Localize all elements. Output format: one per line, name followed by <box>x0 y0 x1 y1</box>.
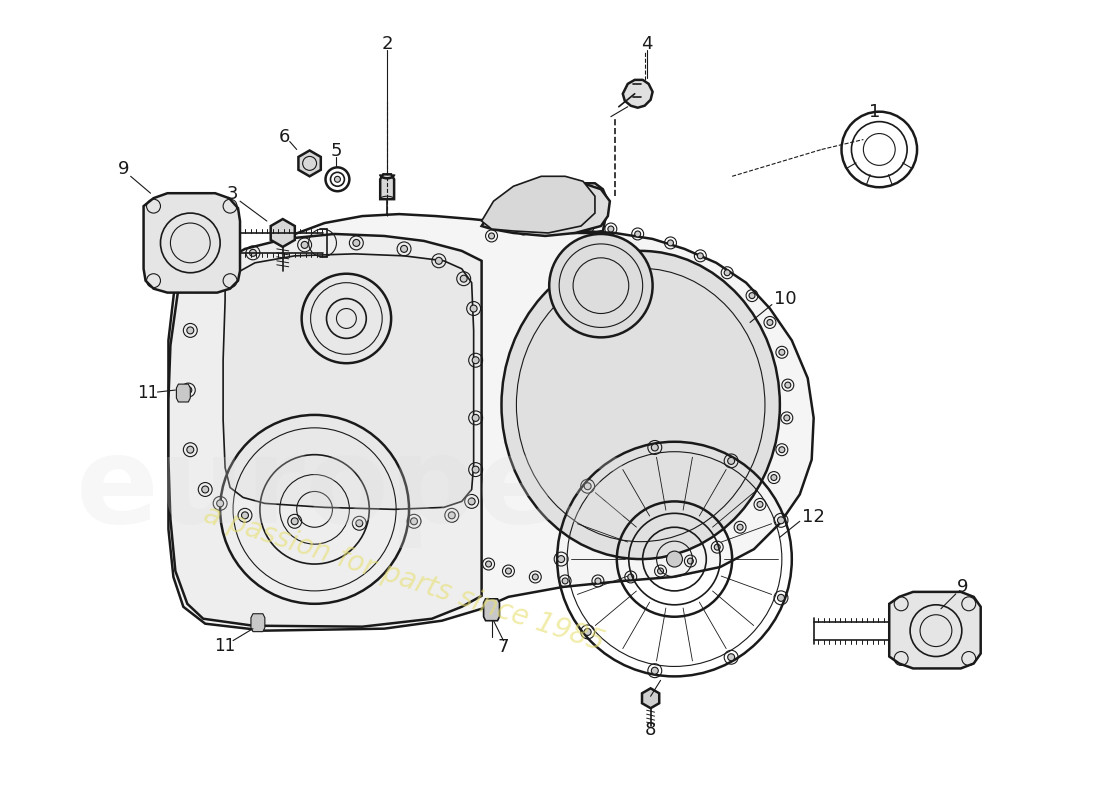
Circle shape <box>784 382 791 388</box>
Circle shape <box>217 262 223 270</box>
Polygon shape <box>482 176 595 233</box>
Circle shape <box>556 224 561 230</box>
Text: 2: 2 <box>382 35 393 53</box>
Polygon shape <box>381 174 394 199</box>
Circle shape <box>187 446 194 453</box>
Circle shape <box>668 240 673 246</box>
Circle shape <box>469 498 475 505</box>
Circle shape <box>488 233 495 239</box>
Polygon shape <box>298 150 321 176</box>
Circle shape <box>757 502 763 507</box>
Circle shape <box>472 466 480 473</box>
Circle shape <box>472 357 480 364</box>
Circle shape <box>584 629 591 635</box>
Circle shape <box>292 518 298 525</box>
Circle shape <box>532 574 538 580</box>
Circle shape <box>667 551 682 567</box>
Circle shape <box>728 458 735 464</box>
Circle shape <box>460 275 467 282</box>
Polygon shape <box>623 80 652 108</box>
Polygon shape <box>482 183 609 236</box>
Polygon shape <box>271 219 295 247</box>
Text: 1: 1 <box>869 102 880 121</box>
Text: 11: 11 <box>214 637 235 654</box>
Text: 5: 5 <box>331 142 342 161</box>
Circle shape <box>301 242 308 248</box>
Circle shape <box>410 518 418 525</box>
Circle shape <box>651 667 658 674</box>
Circle shape <box>194 282 200 289</box>
Text: europes: europes <box>76 431 632 548</box>
Circle shape <box>449 512 455 519</box>
Polygon shape <box>642 688 659 708</box>
Text: 8: 8 <box>645 721 657 739</box>
Text: 9: 9 <box>957 578 968 596</box>
Circle shape <box>628 574 634 580</box>
Circle shape <box>250 250 256 256</box>
Polygon shape <box>168 234 482 626</box>
Circle shape <box>217 500 223 507</box>
Circle shape <box>353 239 360 246</box>
Circle shape <box>185 386 191 394</box>
Circle shape <box>334 176 340 182</box>
Polygon shape <box>176 384 190 402</box>
Polygon shape <box>889 592 981 669</box>
Text: 12: 12 <box>802 508 825 526</box>
Circle shape <box>658 568 663 574</box>
Circle shape <box>737 524 744 530</box>
Circle shape <box>728 654 735 661</box>
Circle shape <box>549 234 652 338</box>
Text: 4: 4 <box>641 35 652 53</box>
Circle shape <box>558 555 564 562</box>
Circle shape <box>187 327 194 334</box>
Circle shape <box>779 446 784 453</box>
Polygon shape <box>144 194 240 293</box>
Circle shape <box>506 568 512 574</box>
Circle shape <box>779 350 784 355</box>
Circle shape <box>714 544 720 550</box>
Circle shape <box>562 578 568 584</box>
Polygon shape <box>168 183 814 630</box>
Circle shape <box>595 578 601 584</box>
Circle shape <box>749 293 755 298</box>
Circle shape <box>688 558 693 564</box>
Circle shape <box>355 520 363 526</box>
Circle shape <box>635 231 640 237</box>
Circle shape <box>520 226 526 232</box>
Circle shape <box>485 561 492 567</box>
Circle shape <box>651 444 658 451</box>
Circle shape <box>470 305 477 312</box>
Polygon shape <box>223 254 474 510</box>
Text: 10: 10 <box>774 290 796 307</box>
Circle shape <box>724 270 730 276</box>
Circle shape <box>242 512 249 519</box>
Text: 7: 7 <box>497 638 509 655</box>
Polygon shape <box>251 614 265 632</box>
Polygon shape <box>484 599 499 621</box>
Circle shape <box>584 482 591 490</box>
Circle shape <box>472 414 480 422</box>
Circle shape <box>778 594 784 602</box>
Circle shape <box>778 517 784 524</box>
Circle shape <box>784 415 790 421</box>
Text: 6: 6 <box>279 127 290 146</box>
Text: a passion for parts since 1985: a passion for parts since 1985 <box>200 501 608 657</box>
Circle shape <box>767 319 773 326</box>
Circle shape <box>585 224 591 230</box>
Circle shape <box>608 226 614 232</box>
Circle shape <box>697 253 703 259</box>
Text: 11: 11 <box>136 384 158 402</box>
Text: 3: 3 <box>227 185 238 203</box>
Ellipse shape <box>502 251 780 559</box>
Circle shape <box>400 246 407 252</box>
Text: 9: 9 <box>118 160 130 178</box>
Circle shape <box>771 474 777 481</box>
Circle shape <box>436 258 442 264</box>
Circle shape <box>201 486 209 493</box>
